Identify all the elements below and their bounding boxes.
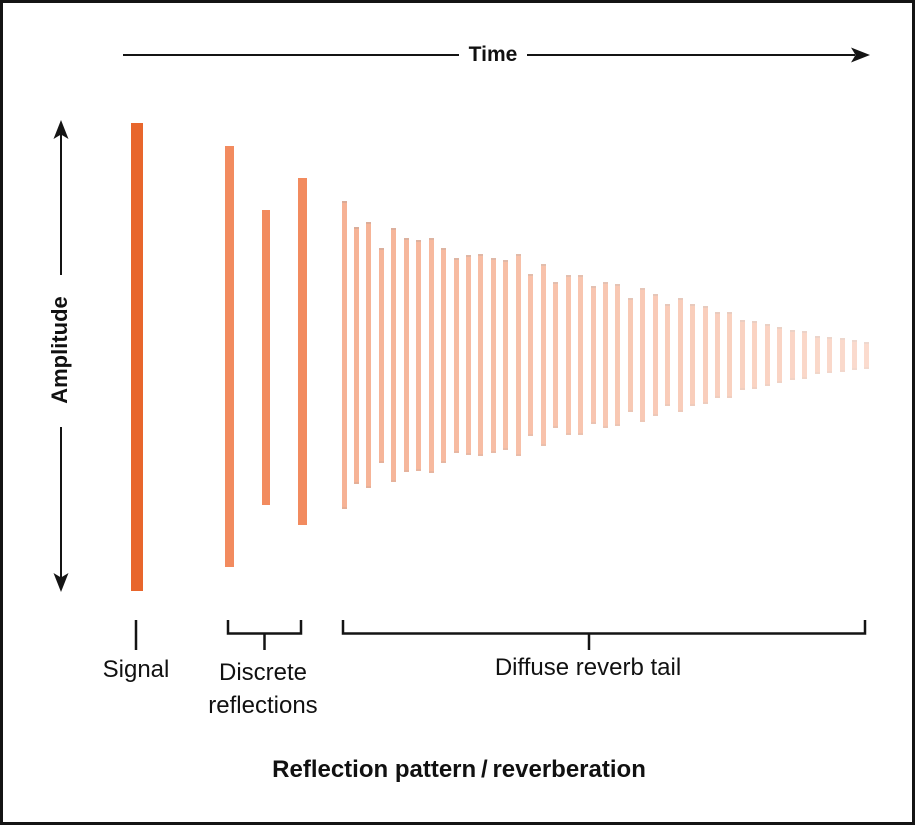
tail-bar bbox=[416, 239, 422, 471]
tail-bar bbox=[353, 226, 359, 484]
tail-bar bbox=[652, 294, 658, 416]
tail-bar bbox=[578, 275, 584, 435]
tail-bar bbox=[602, 282, 608, 428]
discrete-reflections-label: Discrete reflections bbox=[183, 656, 343, 722]
tail-bar bbox=[764, 324, 770, 386]
signal-bar bbox=[131, 123, 143, 591]
tail-bar bbox=[428, 237, 434, 473]
tail-bar bbox=[665, 304, 671, 406]
tail-bar bbox=[366, 222, 372, 488]
tail-bar bbox=[478, 254, 484, 456]
signal-label: Signal bbox=[102, 656, 170, 683]
discrete-reflections-label-line1: Discrete bbox=[218, 659, 308, 686]
tail-bar bbox=[864, 341, 870, 369]
tail-bar bbox=[827, 337, 833, 373]
tail-bar bbox=[702, 306, 708, 404]
tail-bar bbox=[615, 284, 621, 426]
tail-bar bbox=[851, 340, 857, 370]
tail-bar bbox=[789, 330, 795, 380]
tail-bar bbox=[391, 228, 397, 482]
discrete-reflection-bar bbox=[298, 178, 307, 525]
tail-bar bbox=[752, 321, 758, 389]
time-axis-label: Time bbox=[468, 43, 518, 66]
tail-bar bbox=[640, 288, 646, 422]
tail-bar bbox=[466, 255, 471, 455]
tail-bar bbox=[441, 247, 447, 463]
discrete-reflection-bar bbox=[262, 210, 270, 505]
tail-bar bbox=[715, 312, 720, 398]
discrete-reflections-label-line2: reflections bbox=[208, 692, 318, 719]
tail-bar bbox=[453, 257, 459, 453]
tail-bar bbox=[403, 238, 409, 472]
tail-bar bbox=[515, 254, 521, 456]
tail-bar bbox=[814, 336, 820, 374]
diffuse-reverb-tail-label: Diffuse reverb tail bbox=[494, 654, 682, 681]
tail-bar bbox=[839, 338, 845, 372]
tail-bar bbox=[503, 260, 509, 450]
discrete-reflection-bar bbox=[225, 146, 234, 567]
amplitude-axis-label: Amplitude bbox=[47, 296, 72, 404]
tail-bar bbox=[690, 304, 696, 406]
tail-bar bbox=[802, 331, 808, 379]
tail-bar bbox=[739, 320, 745, 390]
tail-bar bbox=[627, 298, 633, 412]
tail-bar bbox=[565, 275, 571, 435]
tail-bar bbox=[528, 274, 534, 436]
bars-layer bbox=[3, 3, 912, 822]
tail-bar bbox=[378, 247, 384, 463]
tail-bar bbox=[341, 201, 347, 509]
tail-bar bbox=[777, 327, 783, 383]
tail-bar bbox=[727, 312, 733, 398]
tail-bar bbox=[590, 286, 596, 424]
tail-bar bbox=[490, 257, 496, 453]
tail-bar bbox=[553, 282, 559, 428]
tail-bar bbox=[677, 298, 683, 412]
tail-bar bbox=[540, 264, 546, 446]
diagram-caption: Reflection pattern / reverberation bbox=[272, 756, 646, 783]
